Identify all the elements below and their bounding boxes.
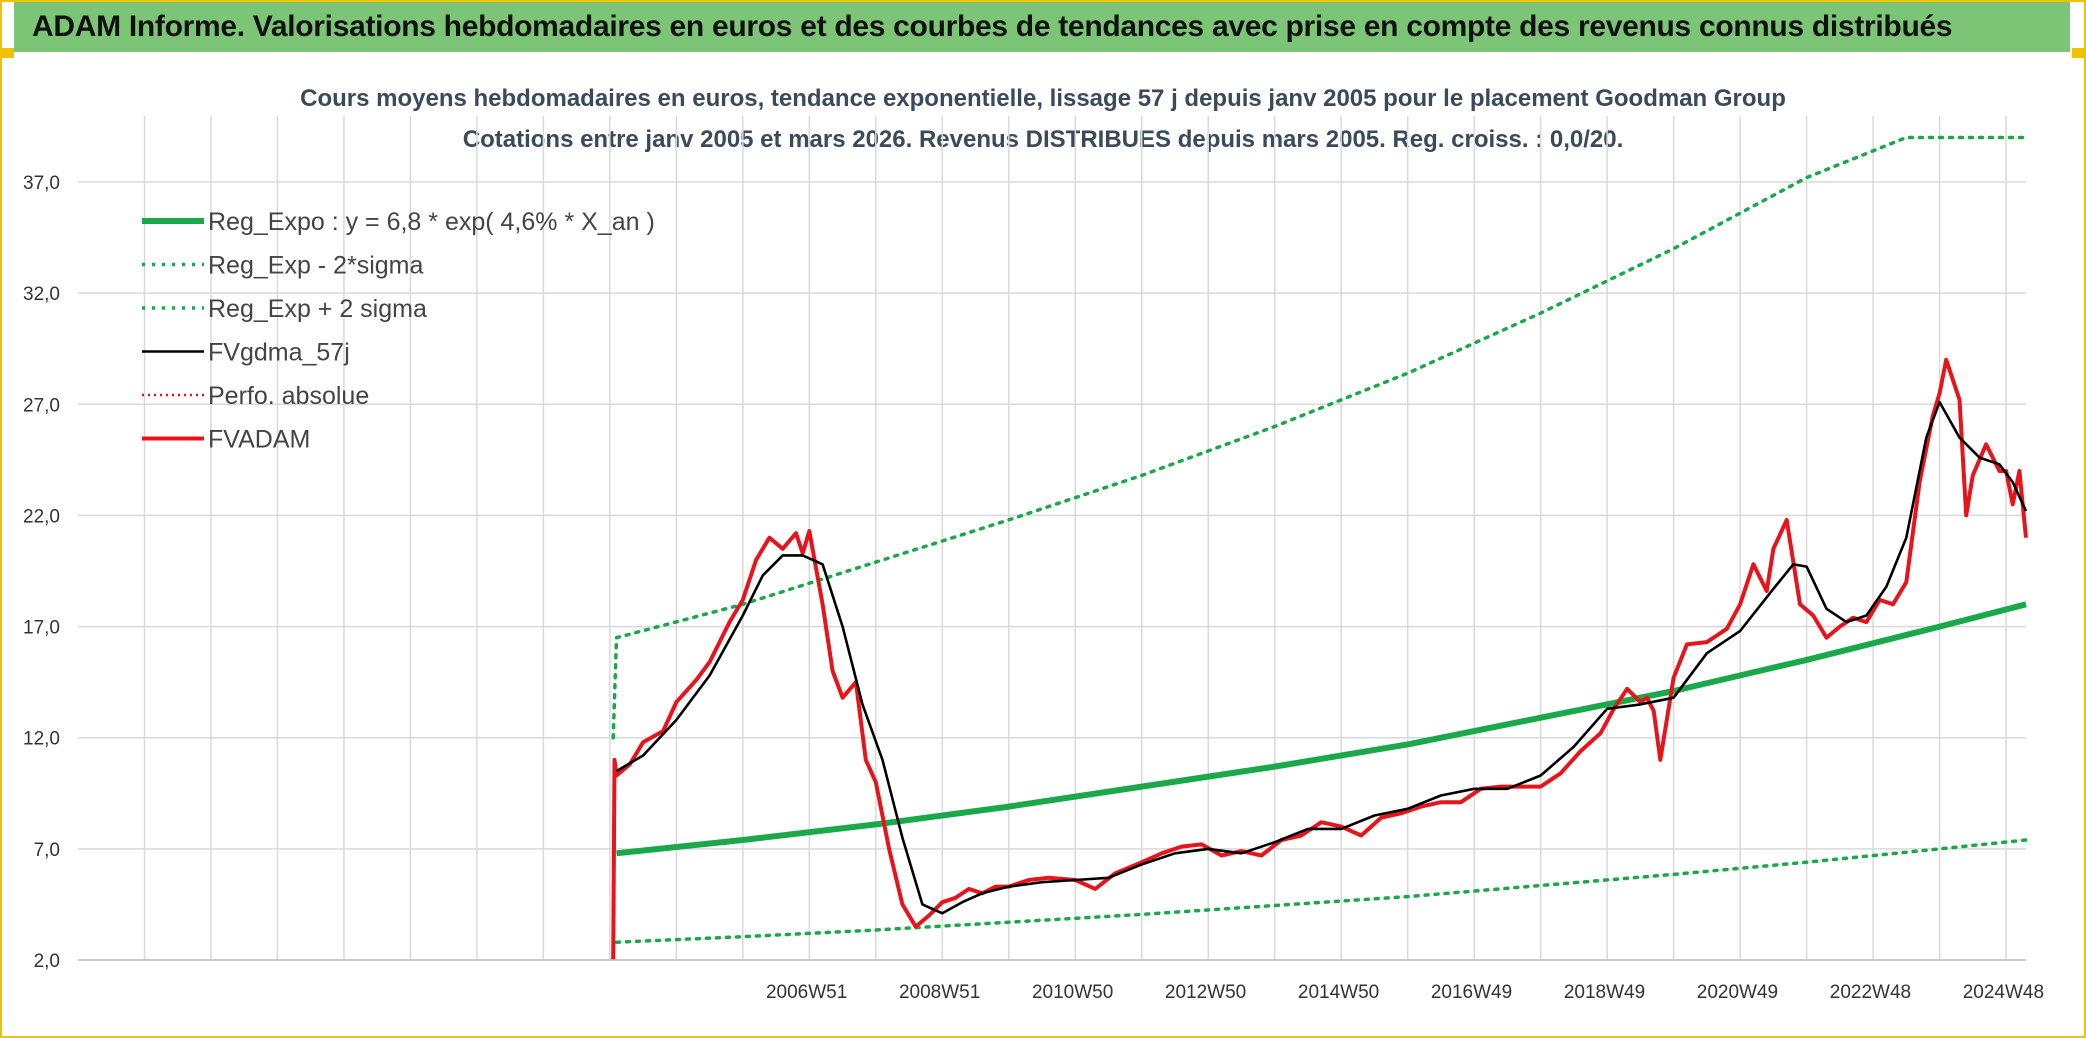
report-banner: ADAM Informe. Valorisations hebdomadaire… [14, 2, 2070, 52]
legend-label: FVgdma_57j [208, 339, 350, 367]
x-tick-label: 2014W50 [1298, 982, 1379, 1003]
y-tick-label: 7,0 [34, 840, 60, 861]
y-tick-label: 22,0 [23, 506, 60, 527]
frame-corner-left [0, 48, 14, 58]
y-tick-label: 27,0 [23, 395, 60, 416]
x-tick-label: 2020W49 [1697, 982, 1778, 1003]
legend-label: Perfo. absolue [208, 382, 369, 410]
x-tick-label: 2012W50 [1165, 982, 1246, 1003]
series-line-1 [614, 838, 2028, 944]
series-layer [611, 135, 2028, 961]
legend-layer: Reg_Expo : y = 6,8 * exp( 4,6% * X_an ) R… [142, 208, 655, 454]
grid-layer [78, 116, 2026, 961]
y-tick-label: 32,0 [23, 284, 60, 305]
y-tick-label: 37,0 [23, 173, 60, 194]
x-tick-label: 2008W51 [899, 982, 980, 1003]
series-line-3 [615, 400, 2028, 915]
x-tick-label: 2022W48 [1830, 982, 1911, 1003]
y-tick-label: 12,0 [23, 729, 60, 750]
legend-label: Reg_Expo : y = 6,8 * exp( 4,6% * X_an ) [208, 208, 655, 236]
chart-subtitle: Cotations entre janv 2005 et mars 2026. … [462, 126, 1624, 153]
legend-label: FVADAM [208, 426, 310, 454]
frame-corner-right [2072, 48, 2086, 58]
legend-label: Reg_Exp + 2 sigma [208, 295, 427, 323]
banner-title: ADAM Informe. Valorisations hebdomadaire… [32, 10, 1953, 43]
series-line-0 [616, 601, 2027, 857]
y-tick-label: 2,0 [34, 951, 60, 972]
chart-title: Cours moyens hebdomadaires en euros, ten… [300, 85, 1786, 112]
x-tick-label: 2010W50 [1032, 982, 1113, 1003]
axis-layer: 2,0 7,0 12,0 17,0 22,0 27,0 32,0 37,0 2006W51 200… [23, 173, 2044, 1003]
series-line-5 [611, 357, 2028, 961]
x-tick-label: 2006W51 [766, 982, 847, 1003]
y-tick-label: 17,0 [23, 618, 60, 639]
x-tick-label: 2016W49 [1431, 982, 1512, 1003]
legend-label: Reg_Exp - 2*sigma [208, 252, 423, 280]
series-line-2 [611, 135, 2028, 740]
x-tick-label: 2018W49 [1564, 982, 1645, 1003]
x-tick-label: 2024W48 [1963, 982, 2044, 1003]
